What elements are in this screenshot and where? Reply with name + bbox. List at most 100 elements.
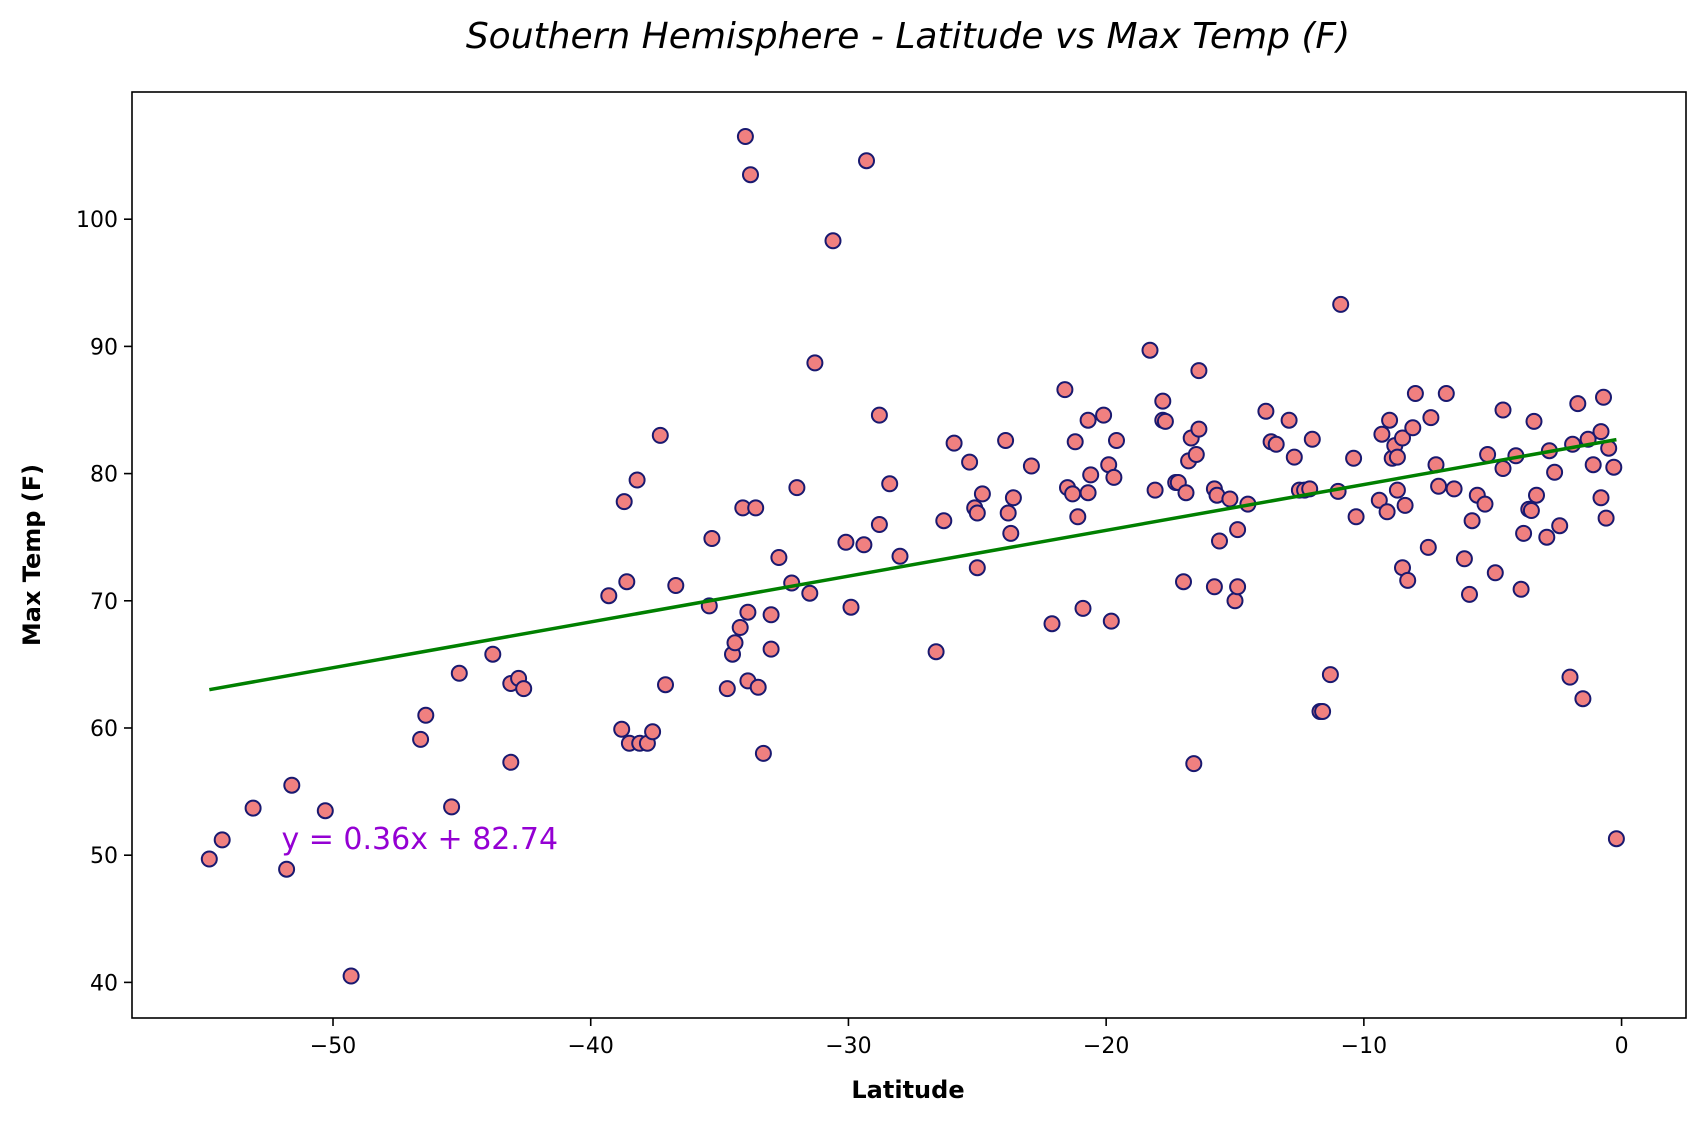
data-point	[1267, 435, 1285, 453]
data-point	[417, 706, 435, 724]
scatter-points	[200, 128, 1625, 985]
data-point	[613, 720, 631, 738]
data-point	[1592, 489, 1610, 507]
data-point	[1551, 517, 1569, 535]
y-tick-label: 90	[90, 335, 118, 360]
x-tick-label: −20	[1083, 1034, 1129, 1059]
data-point	[1004, 489, 1022, 507]
data-point	[1378, 503, 1396, 521]
y-tick-label: 40	[90, 971, 118, 996]
data-point	[824, 232, 842, 250]
data-point	[742, 166, 759, 184]
y-tick-label: 100	[76, 208, 118, 233]
data-point	[1345, 449, 1363, 467]
y-axis-label: Max Temp (F)	[18, 464, 46, 646]
data-point	[961, 453, 979, 471]
data-point	[1177, 484, 1195, 502]
data-point	[731, 619, 749, 636]
data-point	[891, 547, 909, 565]
data-point	[1175, 573, 1192, 591]
data-point	[1185, 755, 1203, 773]
data-point	[1280, 411, 1298, 429]
data-point	[1512, 580, 1530, 598]
data-point	[1303, 430, 1321, 448]
data-point	[703, 530, 721, 547]
data-point	[1476, 495, 1494, 513]
data-point	[736, 128, 754, 145]
data-point	[1002, 524, 1020, 542]
data-point	[762, 606, 780, 624]
data-point	[1108, 432, 1125, 449]
data-point	[502, 753, 520, 771]
data-point	[1422, 409, 1440, 427]
data-point	[1082, 466, 1100, 484]
data-point	[1546, 463, 1564, 481]
data-point	[1064, 485, 1082, 503]
data-point	[1095, 406, 1113, 424]
data-point	[806, 354, 824, 372]
data-point	[412, 730, 430, 748]
data-point	[443, 798, 461, 816]
x-tick-label: −30	[825, 1034, 871, 1059]
data-point	[1285, 448, 1303, 466]
data-point	[1388, 448, 1406, 466]
data-point	[801, 584, 819, 602]
data-point	[1211, 532, 1228, 550]
data-point	[1205, 578, 1223, 596]
data-point	[1156, 412, 1174, 430]
data-point	[1229, 578, 1247, 596]
data-point	[1074, 599, 1092, 617]
data-point	[1079, 484, 1097, 502]
data-point	[1066, 433, 1084, 451]
y-tick-label: 60	[90, 717, 118, 742]
data-point	[1461, 585, 1478, 603]
data-point	[515, 680, 533, 698]
data-point	[1561, 668, 1579, 686]
y-tick-label: 50	[90, 844, 118, 869]
x-axis: −50 −40 −30 −20 −10 0	[310, 1018, 1629, 1059]
data-point	[1056, 381, 1074, 399]
data-point	[1388, 481, 1406, 499]
data-point	[628, 471, 646, 489]
data-point	[1437, 385, 1455, 402]
data-point	[1381, 411, 1399, 429]
x-tick-label: −50	[310, 1034, 356, 1059]
data-point	[1146, 481, 1164, 499]
y-tick-label: 70	[90, 590, 118, 615]
data-point	[1370, 491, 1388, 509]
data-point	[1394, 429, 1411, 447]
data-point	[997, 432, 1015, 449]
data-point	[1332, 295, 1350, 313]
data-point	[283, 776, 301, 794]
data-point	[1592, 423, 1610, 441]
data-point	[1257, 402, 1275, 420]
data-point	[651, 426, 669, 444]
data-point	[855, 536, 873, 554]
data-point	[1479, 446, 1497, 463]
data-point	[1486, 564, 1504, 582]
data-point	[927, 643, 945, 661]
data-point	[1463, 512, 1481, 530]
data-point	[1455, 550, 1473, 568]
data-point	[1597, 509, 1615, 527]
data-point	[1494, 401, 1512, 419]
x-tick-label: −10	[1341, 1034, 1387, 1059]
data-point	[1102, 612, 1120, 630]
data-point	[1105, 468, 1123, 486]
x-tick-label: −40	[568, 1034, 614, 1059]
data-point	[747, 499, 765, 517]
data-point	[615, 493, 633, 511]
data-point	[999, 504, 1017, 522]
data-point	[1079, 411, 1097, 429]
data-point	[754, 744, 772, 762]
regression-equation: y = 0.36x + 82.74	[281, 822, 558, 857]
data-point	[1607, 830, 1625, 848]
data-point	[1190, 362, 1208, 380]
data-point	[1525, 412, 1543, 430]
data-point	[1373, 425, 1391, 443]
data-point	[870, 406, 888, 424]
data-point	[316, 802, 334, 820]
data-point	[858, 152, 875, 170]
